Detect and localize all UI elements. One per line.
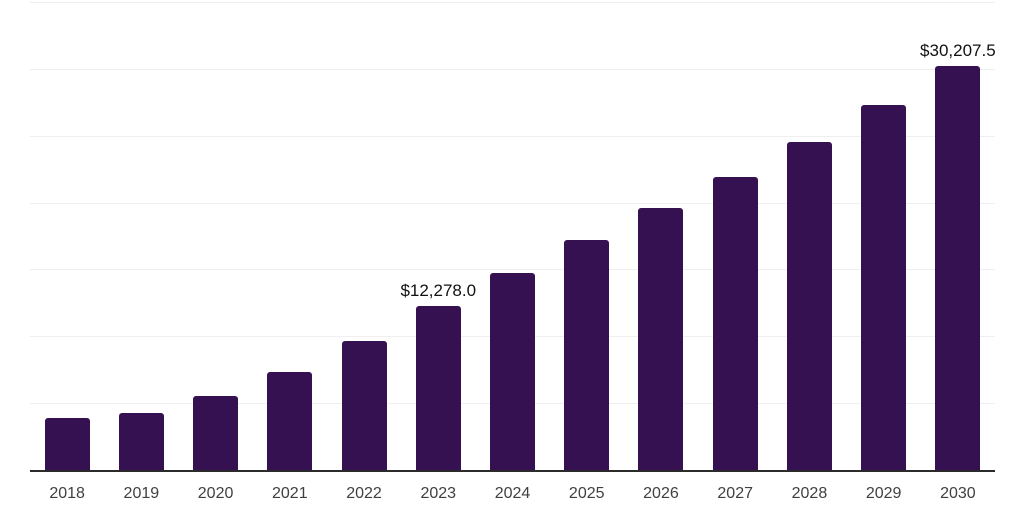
x-tick-label-2024: 2024	[494, 485, 531, 502]
bar-2020	[193, 396, 239, 470]
x-tick-label-2026: 2026	[643, 485, 679, 502]
bar-2027	[712, 176, 758, 470]
bar-2030	[935, 66, 981, 470]
x-axis-line	[30, 470, 995, 472]
bar-2024	[490, 272, 535, 470]
gridline-35000	[30, 2, 995, 3]
bar-2028	[786, 142, 832, 470]
x-tick-label-2018: 2018	[49, 485, 85, 502]
x-tick-label-2022: 2022	[346, 485, 382, 502]
x-tick-label-2028: 2028	[791, 485, 828, 502]
data-label-2030: $30,207.5	[920, 41, 996, 61]
gridline-30000	[30, 68, 995, 70]
x-tick-label-2019: 2019	[123, 485, 160, 502]
gridline-25000	[30, 135, 995, 137]
x-tick-label-2021: 2021	[272, 485, 308, 502]
x-tick-label-2030: 2030	[940, 485, 976, 502]
x-tick-label-2029: 2029	[865, 485, 902, 502]
x-tick-label-2025: 2025	[568, 485, 605, 502]
gridline-15000	[30, 269, 995, 271]
data-label-2023: $12,278.0	[400, 280, 477, 300]
bar-2026	[638, 208, 684, 470]
bar-2021	[267, 372, 313, 470]
gridline-20000	[30, 202, 995, 204]
bar-2025	[564, 240, 610, 470]
x-tick-label-2020: 2020	[197, 485, 234, 502]
x-tick-label-2023: 2023	[420, 485, 457, 502]
bar-2019	[118, 412, 164, 470]
bar-2023	[415, 305, 461, 470]
bar-2029	[861, 104, 907, 470]
bar-2022	[341, 340, 387, 470]
x-tick-label-2027: 2027	[717, 485, 753, 502]
bar-2018	[44, 417, 90, 470]
